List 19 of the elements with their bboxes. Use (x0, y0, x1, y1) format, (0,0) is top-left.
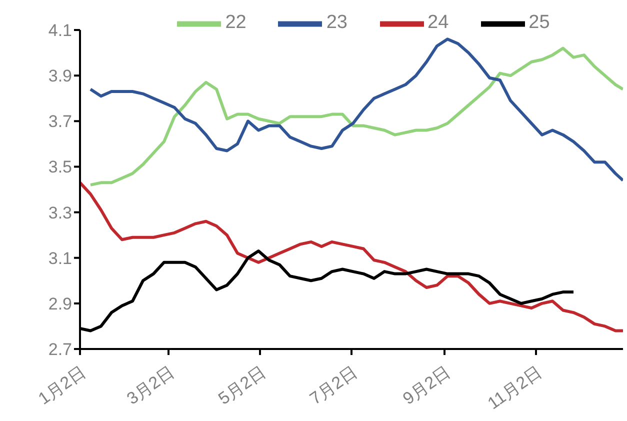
legend-label: 24 (428, 12, 449, 34)
y-tick-label: 3.9 (48, 66, 72, 86)
legend-label: 25 (528, 12, 550, 34)
legend-label: 22 (225, 12, 246, 34)
x-tick-label: 9月2日 (399, 362, 454, 408)
y-tick-label: 3.3 (48, 203, 72, 222)
x-tick-label: 7月2日 (306, 362, 361, 408)
x-tick-label: 5月2日 (214, 362, 270, 408)
legend-label: 23 (326, 12, 348, 34)
x-tick-label: 11月2日 (484, 362, 546, 414)
y-tick-label: 2.9 (48, 294, 72, 314)
y-tick-label: 3.1 (48, 248, 72, 268)
y-tick-label: 3.5 (48, 158, 72, 177)
line-series (80, 181, 623, 332)
y-tick-label: 2.7 (48, 340, 72, 360)
x-tick-label: 3月2日 (123, 362, 178, 408)
x-tick-label: 1月2日 (34, 362, 90, 408)
y-tick-label: 4.1 (48, 21, 72, 40)
y-tick-label: 3.7 (48, 112, 72, 132)
